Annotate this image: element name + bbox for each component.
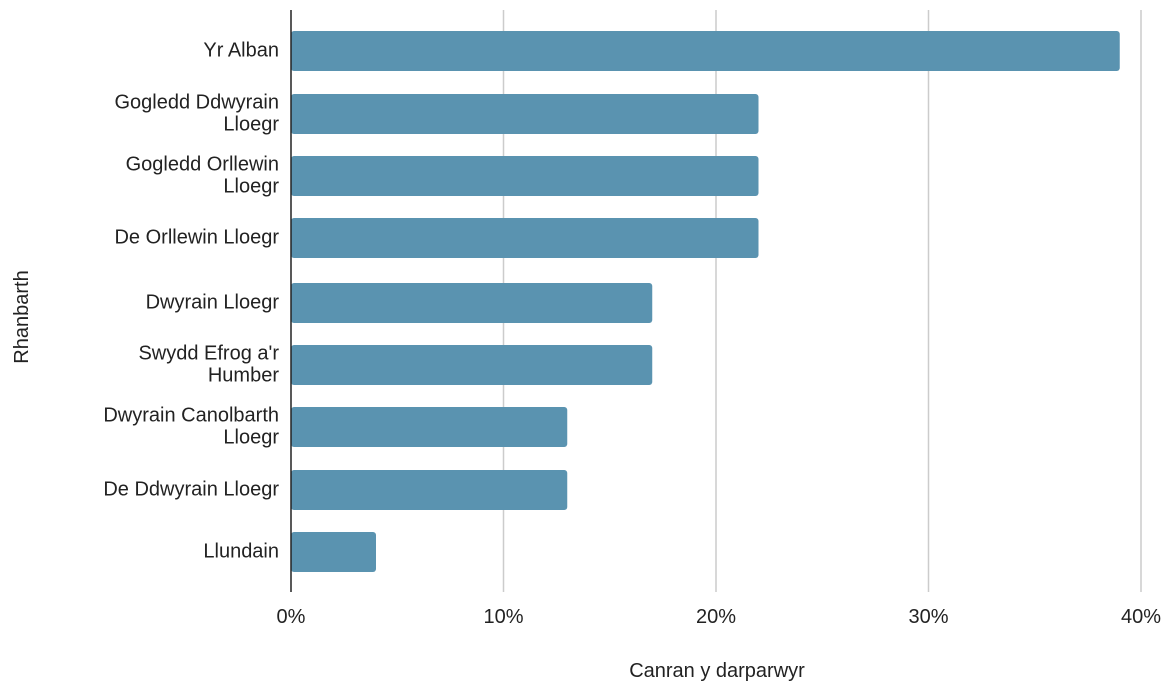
- category-label: Swydd Efrog a'r Humber: [138, 342, 279, 386]
- x-tick-label: 10%: [483, 606, 523, 628]
- bar: [291, 532, 376, 572]
- category-label: Llundain: [203, 540, 279, 562]
- bar: [291, 345, 653, 385]
- x-axis-title: Canran y darparwyr: [629, 660, 805, 682]
- category-label: Gogledd Orllewin Lloegr: [126, 153, 280, 197]
- bar: [291, 94, 759, 134]
- y-axis-title: Rhanbarth: [11, 270, 33, 363]
- bar: [291, 283, 653, 323]
- x-tick-label: 20%: [696, 606, 736, 628]
- category-label: Dwyrain Lloegr: [146, 291, 280, 313]
- bar: [291, 156, 759, 196]
- category-label: De Orllewin Lloegr: [114, 226, 279, 248]
- category-label: Gogledd Ddwyrain Lloegr: [114, 91, 279, 135]
- bars: [291, 31, 1120, 572]
- category-label: Dwyrain Canolbarth Lloegr: [103, 404, 279, 448]
- category-label: Yr Alban: [203, 39, 279, 61]
- bar: [291, 407, 568, 447]
- x-tick-labels: 0% 10% 20% 30% 40%: [277, 606, 1162, 628]
- bar: [291, 470, 568, 510]
- bar: [291, 31, 1120, 71]
- x-tick-label: 40%: [1121, 606, 1161, 628]
- bar: [291, 218, 759, 258]
- category-labels: Yr Alban Gogledd Ddwyrain Lloegr Gogledd Or…: [103, 39, 279, 562]
- x-tick-label: 30%: [908, 606, 948, 628]
- category-label: De Ddwyrain Lloegr: [103, 478, 279, 500]
- x-tick-label: 0%: [277, 606, 306, 628]
